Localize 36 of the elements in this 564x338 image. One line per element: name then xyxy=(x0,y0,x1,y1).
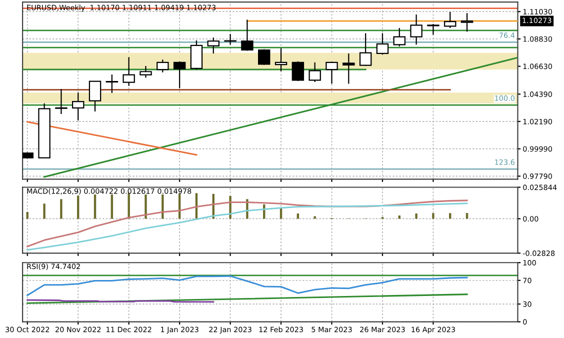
line-series xyxy=(26,275,468,296)
bar xyxy=(432,213,434,219)
bar xyxy=(43,204,46,219)
bar xyxy=(26,212,28,219)
candlestick xyxy=(359,32,372,67)
candlestick xyxy=(460,12,474,32)
bar xyxy=(94,194,96,219)
candlestick xyxy=(173,60,186,89)
candlestick xyxy=(122,56,135,86)
candlestick xyxy=(156,59,169,73)
candlestick xyxy=(207,37,220,54)
candlestick xyxy=(140,65,152,78)
candlestick xyxy=(72,92,84,121)
bar xyxy=(60,199,62,219)
candlestick xyxy=(190,40,203,70)
candlestick xyxy=(393,27,406,47)
candlestick xyxy=(342,52,355,84)
bar xyxy=(415,213,418,219)
bar xyxy=(162,194,164,219)
candlestick xyxy=(258,48,270,66)
candlestick xyxy=(444,11,456,29)
candlestick xyxy=(241,19,254,52)
bar xyxy=(77,196,80,219)
candlestick xyxy=(427,23,440,36)
candlestick xyxy=(326,61,338,84)
candlestick xyxy=(274,48,288,72)
candlestick xyxy=(410,14,422,46)
bar xyxy=(449,213,452,219)
candlestick xyxy=(55,88,68,115)
candlestick xyxy=(106,74,118,94)
candlestick xyxy=(292,60,304,82)
bar xyxy=(144,194,147,219)
candlestick xyxy=(308,62,321,82)
candlestick xyxy=(88,80,102,112)
bar xyxy=(110,194,114,219)
candlestick xyxy=(376,32,389,56)
